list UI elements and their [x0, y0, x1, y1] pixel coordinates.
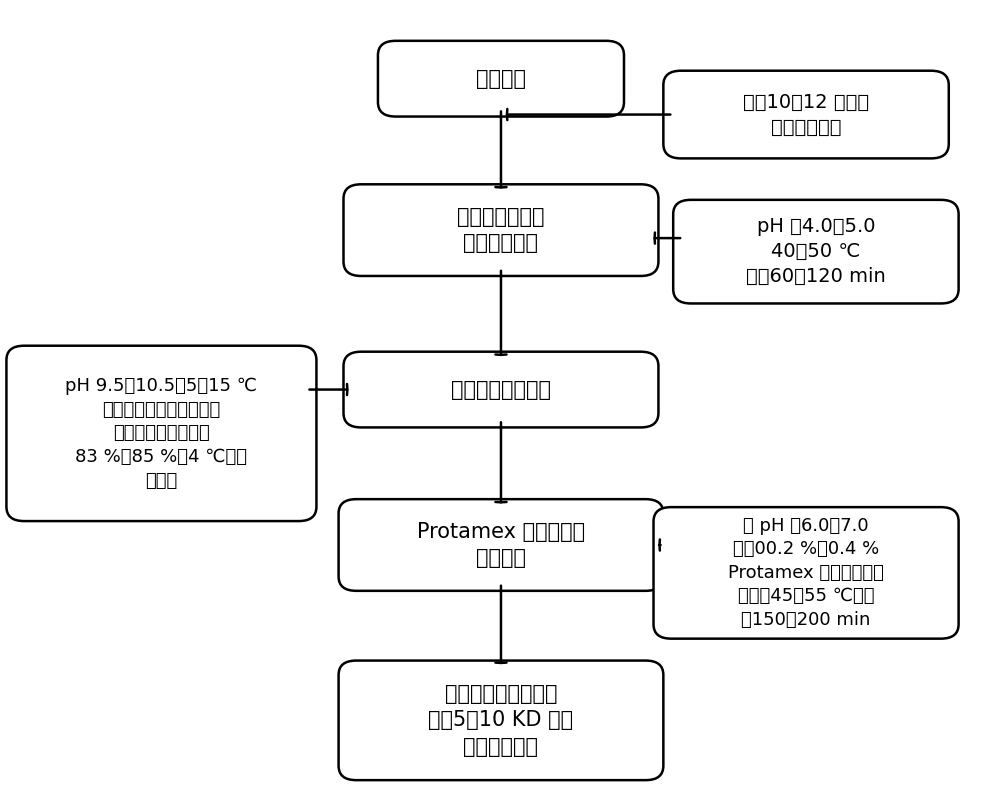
FancyBboxPatch shape: [663, 71, 949, 158]
Text: pH 9.5～10.5，5～15 ℃
冷水浴，离心取上清液。
减压浓缩。加乙醇至
83 %～85 %，4 ℃条件
下静置: pH 9.5～10.5，5～15 ℃ 冷水浴，离心取上清液。 减压浓缩。加乙醇至…: [65, 377, 257, 490]
Text: 超声波破碎辅助
纤维素酶水解: 超声波破碎辅助 纤维素酶水解: [457, 207, 545, 253]
Text: pH 至4.0～5.0
40～50 ℃
水解60～120 min: pH 至4.0～5.0 40～50 ℃ 水解60～120 min: [746, 217, 886, 286]
Text: 超滤获得相对分子质
量在5～10 KD 的香
菇生物活性肽: 超滤获得相对分子质 量在5～10 KD 的香 菇生物活性肽: [428, 684, 574, 757]
FancyBboxPatch shape: [344, 184, 658, 276]
Text: 调 pH 至6.0～7.0
加入00.2 %～0.4 %
Protamex 蛋白酶水解，
温度为45～55 ℃，水
解150～200 min: 调 pH 至6.0～7.0 加入00.2 %～0.4 % Protamex 蛋白…: [728, 517, 884, 629]
FancyBboxPatch shape: [6, 345, 316, 521]
Text: 乙醇沉淠香菇蛋白: 乙醇沉淠香菇蛋白: [451, 380, 551, 400]
FancyBboxPatch shape: [339, 499, 663, 591]
Text: 加入10～12 倍质量
的蒸馏水溶解: 加入10～12 倍质量 的蒸馏水溶解: [743, 92, 869, 136]
FancyBboxPatch shape: [339, 661, 663, 780]
Text: Protamex 蛋白酶水解
香菇蛋白: Protamex 蛋白酶水解 香菇蛋白: [417, 521, 585, 569]
Text: 香菇足粉: 香菇足粉: [476, 69, 526, 88]
FancyBboxPatch shape: [654, 507, 959, 638]
FancyBboxPatch shape: [344, 352, 658, 427]
FancyBboxPatch shape: [673, 200, 959, 303]
FancyBboxPatch shape: [378, 41, 624, 117]
